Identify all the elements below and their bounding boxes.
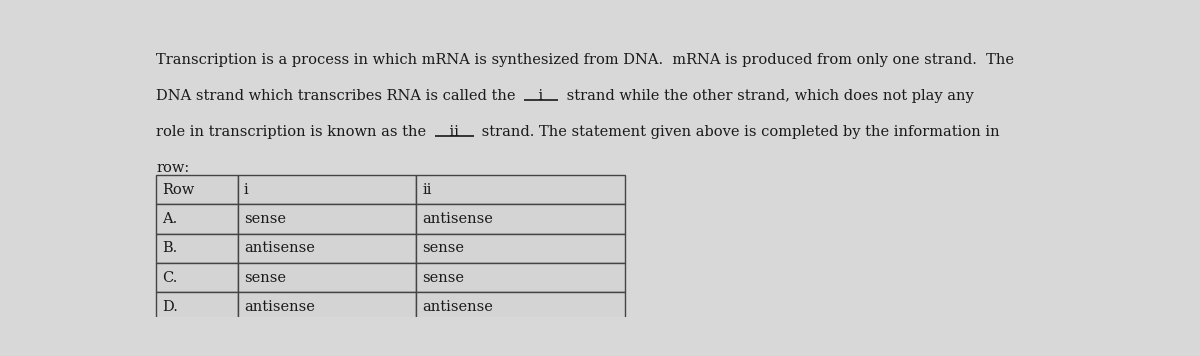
Text: C.: C. xyxy=(162,271,178,284)
Text: antisense: antisense xyxy=(422,300,493,314)
Bar xyxy=(238,204,416,234)
Text: strand. The statement given above is completed by the information in: strand. The statement given above is com… xyxy=(478,125,1000,139)
Text: D.: D. xyxy=(162,300,179,314)
Bar xyxy=(416,292,625,321)
Bar xyxy=(156,292,238,321)
Text: sense: sense xyxy=(244,271,286,284)
Text: sense: sense xyxy=(422,271,464,284)
Bar xyxy=(416,204,625,234)
Text: strand while the other strand, which does not play any: strand while the other strand, which doe… xyxy=(562,89,974,103)
Bar xyxy=(156,263,238,292)
Bar xyxy=(238,234,416,263)
Bar xyxy=(238,175,416,204)
Bar xyxy=(156,175,238,204)
Text: antisense: antisense xyxy=(244,241,314,255)
Text: antisense: antisense xyxy=(422,212,493,226)
Bar xyxy=(156,204,238,234)
Text: DNA strand which transcribes RNA is called the: DNA strand which transcribes RNA is call… xyxy=(156,89,521,103)
Text: A.: A. xyxy=(162,212,178,226)
Bar xyxy=(238,292,416,321)
Text: Row: Row xyxy=(162,183,194,197)
Text: ii: ii xyxy=(431,125,478,139)
Text: B.: B. xyxy=(162,241,178,255)
Bar xyxy=(156,234,238,263)
Bar xyxy=(238,263,416,292)
Bar xyxy=(416,263,625,292)
Bar xyxy=(416,234,625,263)
Text: role in transcription is known as the: role in transcription is known as the xyxy=(156,125,431,139)
Text: i: i xyxy=(521,89,562,103)
Text: row:: row: xyxy=(156,161,190,175)
Text: Transcription is a process in which mRNA is synthesized from DNA.  mRNA is produ: Transcription is a process in which mRNA… xyxy=(156,53,1014,67)
Text: antisense: antisense xyxy=(244,300,314,314)
Text: ii: ii xyxy=(422,183,432,197)
Bar xyxy=(416,175,625,204)
Text: sense: sense xyxy=(422,241,464,255)
Text: i: i xyxy=(244,183,248,197)
Text: sense: sense xyxy=(244,212,286,226)
